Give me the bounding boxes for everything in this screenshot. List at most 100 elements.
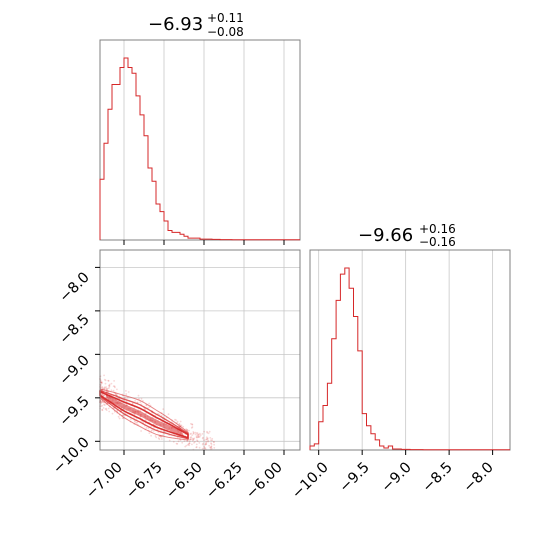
joint-scatter-point	[161, 438, 163, 440]
joint-scatter-point	[108, 410, 111, 413]
joint-scatter-point	[101, 382, 103, 385]
joint-scatter-point	[190, 436, 193, 439]
joint-scatter-point	[213, 441, 215, 443]
joint-scatter-point	[210, 445, 213, 447]
joint-xtick-label-5: −6.00	[243, 460, 286, 503]
joint-scatter-point	[196, 434, 199, 436]
joint-scatter-point	[202, 442, 205, 445]
joint-scatter-point	[100, 400, 103, 403]
joint-scatter-point	[188, 429, 190, 432]
joint-scatter-point	[105, 388, 108, 391]
joint-scatter-point	[192, 431, 195, 433]
joint-scatter-point	[103, 404, 106, 406]
joint-ytick-label-4: −9.5	[57, 394, 93, 430]
joint-scatter-point	[208, 430, 211, 433]
joint-scatter-point	[151, 429, 153, 431]
panel-bottom-left-gridlines	[100, 250, 300, 450]
joint-scatter-point	[181, 441, 184, 444]
joint-point-cloud	[99, 374, 216, 451]
joint-scatter-point	[196, 436, 198, 439]
joint-scatter-point	[195, 436, 198, 438]
joint-scatter-point	[107, 387, 110, 390]
joint-scatter-point	[196, 432, 199, 434]
joint-scatter-point	[108, 384, 111, 387]
joint-scatter-point	[188, 442, 191, 444]
joint-scatter-point	[103, 378, 106, 381]
joint-scatter-point	[118, 417, 121, 420]
joint-scatter-point	[183, 440, 186, 442]
joint-scatter-point	[113, 380, 115, 382]
joint-scatter-point	[211, 437, 214, 440]
joint-scatter-point	[191, 426, 194, 428]
joint-scatter-point	[148, 402, 151, 405]
joint-scatter-point	[101, 386, 104, 388]
joint-scatter-point	[167, 413, 170, 416]
joint-scatter-point	[124, 397, 126, 400]
joint-scatter-point	[210, 447, 213, 450]
joint-scatter-point	[176, 420, 179, 423]
joint-scatter-point	[213, 443, 216, 446]
joint-scatter-point	[210, 439, 212, 441]
joint-scatter-point	[116, 409, 118, 412]
histogram-1-title-plus: +0.11	[207, 11, 244, 25]
joint-scatter-point	[182, 425, 185, 428]
joint-scatter-point	[186, 440, 189, 443]
joint-scatter-point	[127, 391, 130, 393]
joint-scatter-point	[179, 439, 182, 442]
joint-scatter-point	[196, 439, 198, 442]
hist2-xtick-label-3: −9.0	[379, 460, 415, 496]
joint-scatter-point	[199, 432, 201, 435]
joint-scatter-point	[205, 438, 207, 441]
hist2-xtick-label-4: −8.5	[420, 460, 456, 496]
joint-scatter-point	[195, 443, 198, 446]
joint-scatter-point	[134, 400, 137, 402]
joint-scatter-point	[145, 412, 147, 415]
joint-scatter-point	[104, 408, 107, 410]
joint-scatter-point	[203, 439, 205, 441]
joint-scatter-point	[191, 439, 194, 442]
joint-scatter-point	[137, 394, 140, 397]
joint-scatter-point	[198, 442, 201, 444]
joint-scatter-point	[185, 444, 188, 447]
joint-scatter-point	[105, 407, 108, 410]
panel-bottom-left-frame	[99, 249, 301, 451]
panel-top-left-gridlines	[123, 40, 285, 240]
joint-scatter-point	[197, 436, 200, 438]
joint-scatter-point	[207, 439, 210, 442]
joint-scatter-point	[197, 433, 200, 436]
joint-scatter-point	[104, 379, 107, 382]
joint-scatter-point	[155, 436, 158, 439]
joint-scatter-point	[103, 374, 105, 377]
joint-scatter-point	[191, 434, 194, 436]
joint-xtick-label-1: −7.00	[83, 460, 126, 503]
joint-scatter-point	[150, 434, 153, 437]
joint-scatter-point	[213, 441, 215, 443]
joint-scatter-point	[111, 412, 114, 415]
joint-scatter-point	[197, 433, 200, 436]
joint-scatter-point	[179, 420, 182, 423]
joint-scatter-point	[129, 418, 132, 421]
joint-scatter-point	[188, 438, 191, 441]
joint-scatter-point	[191, 437, 194, 440]
joint-scatter-point	[108, 385, 111, 388]
joint-scatter-point	[100, 381, 103, 384]
joint-scatter-point	[185, 428, 188, 430]
joint-scatter-point	[158, 438, 161, 441]
joint-scatter-point	[194, 433, 197, 436]
joint-scatter-point	[103, 403, 105, 406]
joint-scatter-point	[206, 437, 209, 440]
joint-scatter-point	[189, 433, 192, 435]
joint-scatter-point	[192, 432, 195, 434]
joint-scatter-point	[188, 444, 191, 447]
joint-scatter-point	[105, 409, 108, 411]
joint-scatter-point	[106, 387, 109, 390]
joint-scatter-point	[192, 438, 195, 441]
joint-scatter-point	[178, 423, 181, 425]
joint-scatter-point	[198, 446, 201, 449]
joint-scatter-point	[194, 431, 197, 434]
joint-scatter-point	[195, 446, 198, 448]
joint-scatter-point	[135, 422, 138, 424]
joint-scatter-point	[207, 440, 210, 443]
panel-bottom-right-histogram: −9.66 +0.16 −0.16 −10.0 −9.5 −9.0 −8.5 −…	[289, 222, 511, 502]
joint-scatter-point	[100, 384, 102, 386]
